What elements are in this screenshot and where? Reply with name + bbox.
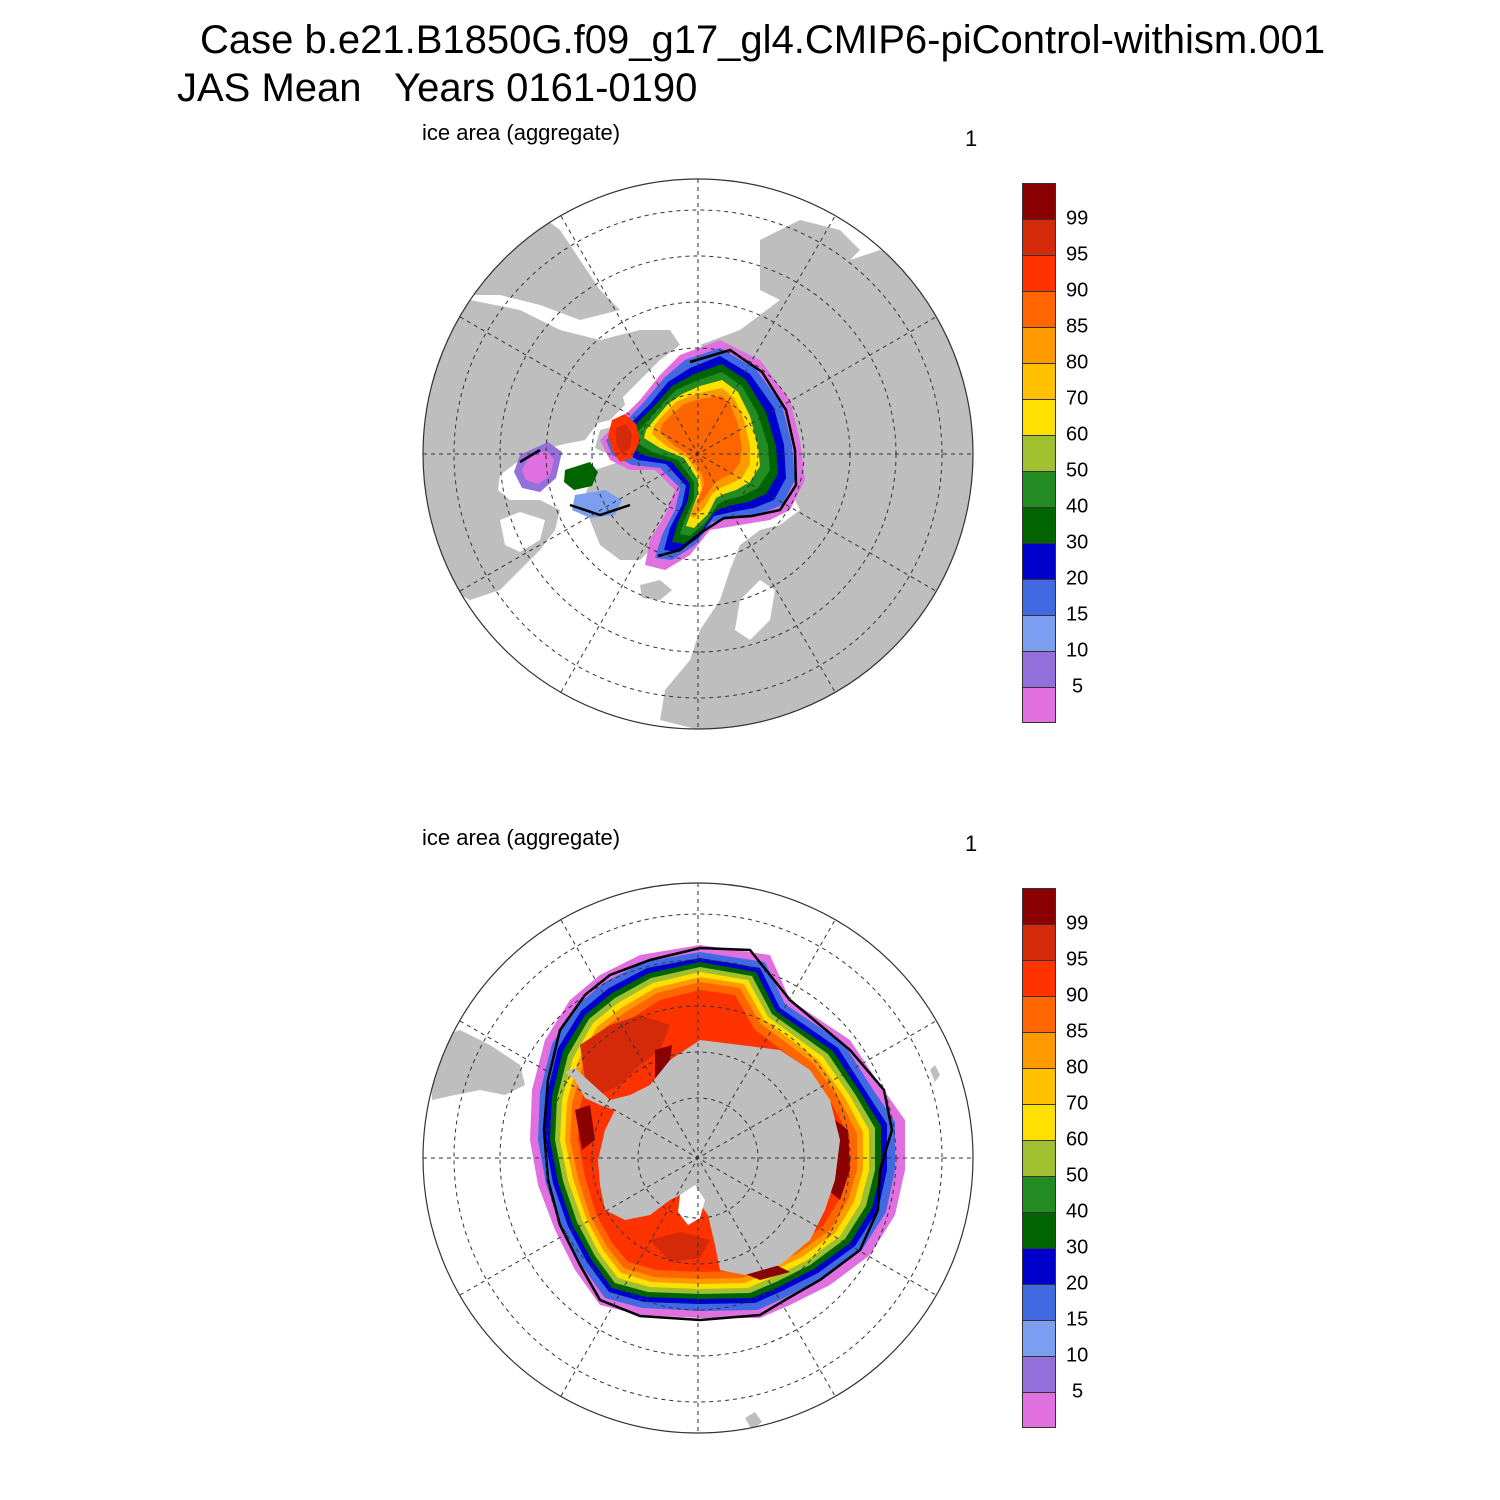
colorbar-south-tick-label: 20 [1066, 1272, 1089, 1295]
colorbar-south-swatch [1022, 1356, 1056, 1392]
colorbar-north-swatch [1022, 651, 1056, 687]
figure-title-case: Case b.e21.B1850G.f09_g17_gl4.CMIP6-piCo… [200, 18, 1326, 62]
colorbar-north-tick-label: 85 [1066, 315, 1089, 338]
south-panel-label: ice area (aggregate) [422, 825, 621, 850]
colorbar-south-swatch [1022, 924, 1056, 960]
colorbar-north-tick-label: 80 [1066, 351, 1089, 374]
colorbar-north-tick-label: 5 [1072, 675, 1084, 698]
colorbar-north-swatch [1022, 579, 1056, 615]
colorbar-south-swatch [1022, 1320, 1056, 1356]
colorbar-north-swatch [1022, 327, 1056, 363]
colorbar-north-swatch [1022, 255, 1056, 291]
colorbar-north-tick-label: 10 [1066, 639, 1089, 662]
colorbar-south-tick-label: 95 [1066, 948, 1089, 971]
arctic-labrador-ice [564, 462, 598, 490]
north-america-land [423, 300, 680, 600]
colorbar-south [1022, 888, 1056, 1428]
colorbar-south-tick-label: 80 [1066, 1056, 1089, 1079]
colorbar-north-swatch [1022, 435, 1056, 471]
colorbar-north-swatch [1022, 399, 1056, 435]
colorbar-north-swatch [1022, 363, 1056, 399]
colorbar-north-swatch [1022, 615, 1056, 651]
north-panel-number: 1 [965, 126, 978, 151]
colorbar-north-swatch [1022, 507, 1056, 543]
colorbar-south-swatch [1022, 1104, 1056, 1140]
antarctic-graticule [423, 883, 973, 1433]
colorbar-north-tick-label: 95 [1066, 243, 1089, 266]
scandinavia-water [735, 580, 775, 640]
antarctica-land [565, 1040, 840, 1275]
colorbar-north-tick-label: 70 [1066, 387, 1089, 410]
south-america-land [430, 1030, 525, 1100]
arctic-graticule [423, 179, 973, 729]
colorbar-south-tick-label: 90 [1066, 984, 1089, 1007]
colorbar-south-swatch [1022, 1140, 1056, 1176]
colorbar-north-tick-label: 99 [1066, 207, 1089, 230]
colorbar-south-swatch [1022, 996, 1056, 1032]
colorbar-north-tick-label: 30 [1066, 531, 1089, 554]
arctic-ice-90 [660, 396, 742, 506]
colorbar-north-swatch [1022, 219, 1056, 255]
colorbar-north-swatch [1022, 543, 1056, 579]
australia-land-edge [930, 1065, 940, 1082]
colorbar-south-tick-label: 40 [1066, 1200, 1089, 1223]
colorbar-north-swatch [1022, 291, 1056, 327]
colorbar-south-tick-label: 30 [1066, 1236, 1089, 1259]
antarctic-ice-99-weddell [580, 1015, 670, 1095]
colorbar-north-tick-label: 90 [1066, 279, 1089, 302]
colorbar-south-swatch [1022, 1392, 1056, 1428]
colorbar-south-swatch [1022, 1068, 1056, 1104]
colorbar-north-swatch [1022, 687, 1056, 723]
iceland-land [640, 580, 672, 600]
colorbar-south-tick-label: 60 [1066, 1128, 1089, 1151]
colorbar-south-tick-label: 15 [1066, 1308, 1089, 1331]
colorbar-north-tick-label: 50 [1066, 459, 1089, 482]
colorbar-north-swatch [1022, 471, 1056, 507]
south-panel-number: 1 [965, 831, 978, 856]
antarctic-observed-extent-line [542, 946, 894, 1322]
arctic-ice-99-archipelago [616, 424, 632, 454]
nz-land [745, 1412, 762, 1430]
antarctic-ice-99-ross [650, 1232, 710, 1262]
colorbar-south-tick-label: 50 [1066, 1164, 1089, 1187]
colorbar-south-swatch [1022, 1032, 1056, 1068]
colorbar-north-tick-label: 60 [1066, 423, 1089, 446]
colorbar-north-tick-label: 15 [1066, 603, 1089, 626]
colorbar-south-tick-label: 99 [1066, 912, 1089, 935]
colorbar-south-swatch [1022, 1248, 1056, 1284]
colorbar-north-tick-label: 20 [1066, 567, 1089, 590]
colorbar-north [1022, 183, 1056, 723]
colorbar-north-tick-label: 40 [1066, 495, 1089, 518]
antarctic-map-border [422, 882, 974, 1434]
colorbar-south-swatch [1022, 1212, 1056, 1248]
colorbar-south-tick-label: 70 [1066, 1092, 1089, 1115]
colorbar-south-tick-label: 85 [1066, 1020, 1089, 1043]
arctic-map-border [422, 178, 974, 730]
colorbar-south-swatch [1022, 1284, 1056, 1320]
colorbar-south-tick-label: 5 [1072, 1380, 1084, 1403]
colorbar-north-swatch [1022, 183, 1056, 219]
hudson-bay-water [500, 512, 545, 552]
colorbar-south-swatch [1022, 960, 1056, 996]
colorbar-south-swatch [1022, 1176, 1056, 1212]
colorbar-south-swatch [1022, 888, 1056, 924]
north-panel-label: ice area (aggregate) [422, 120, 621, 145]
colorbar-south-tick-label: 10 [1066, 1344, 1089, 1367]
figure-title-period: JAS Mean Years 0161-0190 [177, 66, 698, 110]
